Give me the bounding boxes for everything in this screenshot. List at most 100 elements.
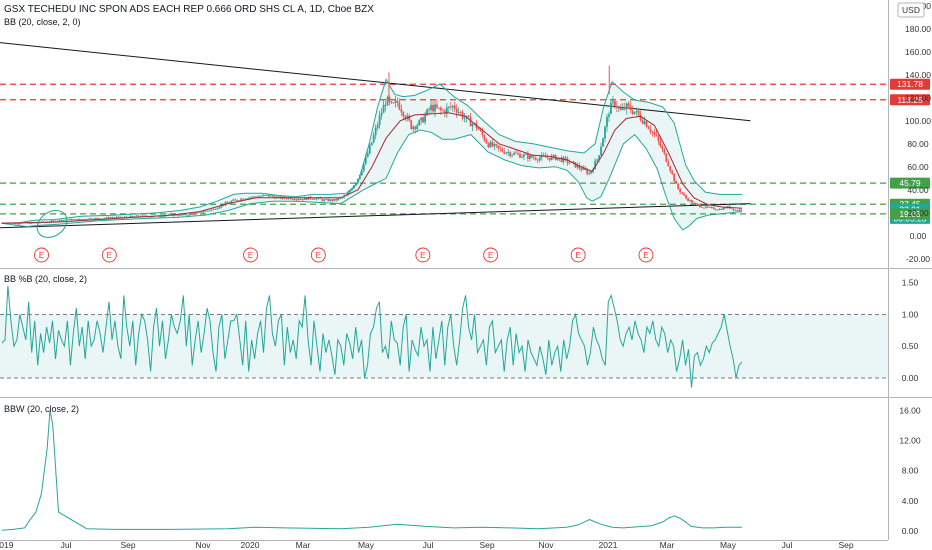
candle: [615, 105, 618, 108]
candle: [530, 155, 533, 158]
candle: [218, 207, 221, 209]
candle: [230, 200, 233, 203]
candle: [471, 123, 474, 127]
earnings-event-marker: [638, 247, 654, 263]
candle: [412, 126, 415, 129]
bbw-line: [1, 410, 742, 531]
candle: [457, 112, 460, 113]
candle: [699, 204, 701, 208]
candle: [519, 153, 521, 158]
candle: [252, 196, 254, 198]
candle: [443, 110, 446, 114]
candle: [323, 199, 326, 201]
candle: [303, 197, 306, 200]
candle: [532, 157, 535, 159]
candle: [416, 125, 419, 129]
candle: [378, 115, 381, 126]
candle: [689, 200, 691, 201]
bbw-axis-tick: 4.00: [902, 496, 919, 506]
candle: [161, 216, 164, 218]
candle: [556, 158, 559, 160]
earnings-event-marker: [34, 247, 49, 263]
candle: [181, 214, 183, 216]
candle: [188, 213, 191, 216]
candle: [103, 218, 106, 219]
candle: [706, 206, 709, 208]
candle: [621, 107, 624, 110]
time-axis-tick: Sep: [838, 540, 853, 550]
earnings-event-label: E: [576, 251, 581, 260]
candle: [315, 198, 318, 200]
candle: [702, 207, 705, 209]
time-axis-tick: 2021: [599, 540, 618, 550]
candle: [586, 169, 589, 174]
candle: [517, 153, 519, 155]
candle: [90, 218, 92, 220]
candle: [576, 164, 579, 168]
earnings-event-label: E: [39, 251, 44, 260]
candle: [420, 117, 423, 121]
candle: [493, 143, 496, 147]
candle: [441, 110, 444, 111]
bbw-axis-tick: 0.00: [902, 526, 919, 536]
candle: [544, 155, 547, 158]
candle: [38, 222, 41, 224]
price-tag-label: 19.03: [899, 209, 921, 219]
price-axis-tick: 140.00: [905, 70, 931, 80]
candle: [449, 106, 452, 108]
candle: [410, 120, 413, 129]
candle: [16, 223, 19, 225]
candle: [657, 135, 660, 141]
candle: [248, 197, 251, 199]
currency-button[interactable]: [897, 2, 925, 18]
candle: [546, 157, 549, 159]
candle: [331, 199, 334, 201]
candle: [325, 198, 328, 200]
candle: [459, 112, 462, 113]
candle: [123, 216, 126, 218]
candle: [200, 211, 203, 213]
candle: [602, 138, 604, 147]
candle: [268, 194, 270, 197]
candle: [76, 219, 79, 221]
candle: [242, 198, 245, 200]
candle: [212, 209, 215, 210]
candle: [107, 217, 110, 219]
candle: [182, 214, 185, 216]
candle: [80, 219, 82, 220]
time-axis-tick: Nov: [538, 540, 554, 550]
candle: [113, 217, 116, 219]
candle: [503, 151, 506, 154]
candle: [372, 135, 375, 143]
candle: [659, 140, 662, 147]
candle: [645, 121, 648, 128]
candle: [240, 198, 243, 201]
ellipse-annotation: [36, 210, 68, 238]
candle: [254, 196, 256, 198]
candle: [86, 219, 88, 220]
candle: [394, 100, 397, 103]
candle: [232, 199, 235, 201]
candle: [463, 118, 466, 119]
candle: [360, 170, 363, 175]
candle: [262, 195, 264, 197]
candle: [629, 105, 632, 111]
candle: [631, 110, 634, 114]
bb-lower-line: [1, 129, 743, 231]
candle: [527, 153, 529, 159]
candle: [507, 152, 510, 154]
bbw-panel: [1, 410, 742, 531]
pb-axis-tick: 0.50: [902, 341, 919, 351]
candle: [734, 210, 737, 211]
time-axis-tick: Jul: [423, 540, 434, 550]
candle: [651, 131, 654, 133]
price-axis-tick: 80.00: [907, 139, 929, 149]
candle: [434, 104, 436, 112]
candle: [216, 208, 219, 210]
price-axis-tick: 60.00: [907, 162, 929, 172]
candle: [94, 218, 96, 220]
candle: [483, 135, 486, 141]
candle: [414, 126, 417, 129]
candle: [34, 222, 37, 224]
candle: [683, 193, 685, 196]
